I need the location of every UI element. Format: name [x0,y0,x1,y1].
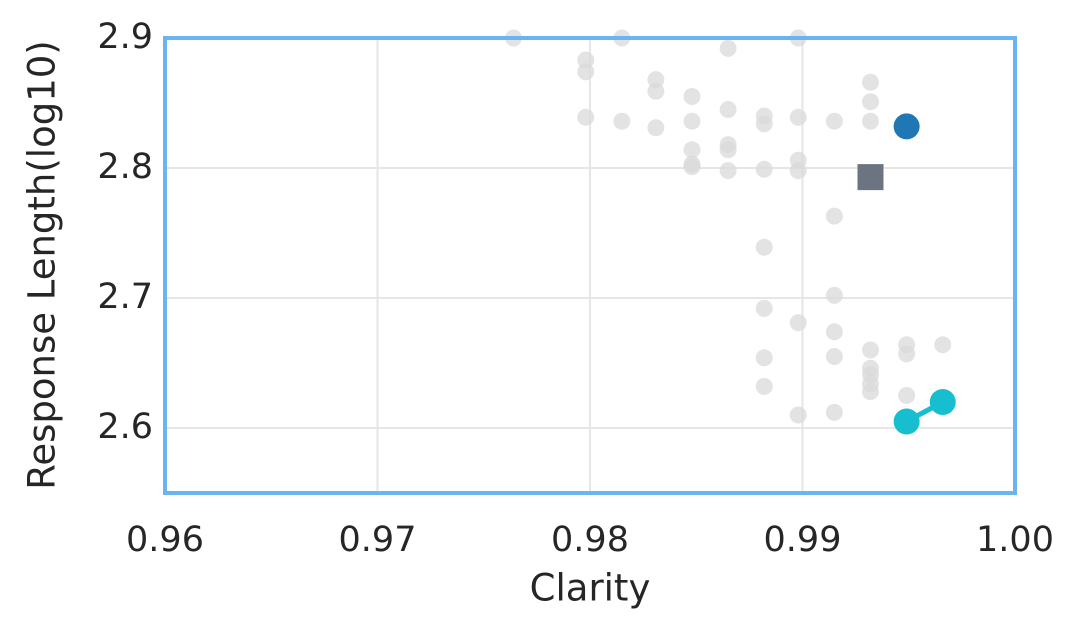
point [647,119,665,137]
point [719,101,737,118]
y-tick-label: 2.6 [97,407,153,447]
point [825,112,843,130]
point [789,406,807,424]
point [613,112,631,130]
point [755,115,773,133]
x-tick-label: 0.98 [551,520,629,560]
point [789,314,807,332]
x-axis-label: Clarity [530,567,651,610]
point [893,408,920,435]
point [755,238,773,256]
point [755,377,773,395]
point [719,141,737,159]
point [719,39,737,57]
point [862,341,879,359]
point [825,286,843,304]
x-tick-label: 0.99 [764,520,842,560]
y-tick-label: 2.7 [97,277,153,317]
x-tick-label: 0.97 [339,520,417,560]
point [898,345,916,363]
point [857,164,884,191]
point [683,141,701,159]
point [577,108,595,126]
point [893,113,920,140]
point [647,71,665,89]
y-tick-label: 2.8 [97,147,153,187]
point [862,93,879,111]
point [577,51,595,69]
point [862,73,879,91]
point [755,160,773,178]
point [929,389,956,415]
y-tick-label: 2.9 [97,17,153,57]
point [825,323,843,341]
point [683,158,701,176]
point [898,387,916,404]
point [862,112,879,130]
point [825,348,843,365]
point [825,403,843,421]
point [755,349,773,367]
point [755,299,773,317]
point [825,207,843,225]
point [719,162,737,180]
plot-frame [163,36,1017,495]
point [683,112,701,130]
point [934,336,952,354]
x-tick-label: 0.96 [126,520,204,560]
point [647,82,665,100]
point [789,108,807,126]
x-tick-label: 1.00 [976,520,1054,560]
point [683,88,701,105]
y-axis-label: Response Length(log10) [21,40,64,489]
point [862,383,879,401]
point [577,63,595,81]
point [789,162,807,180]
